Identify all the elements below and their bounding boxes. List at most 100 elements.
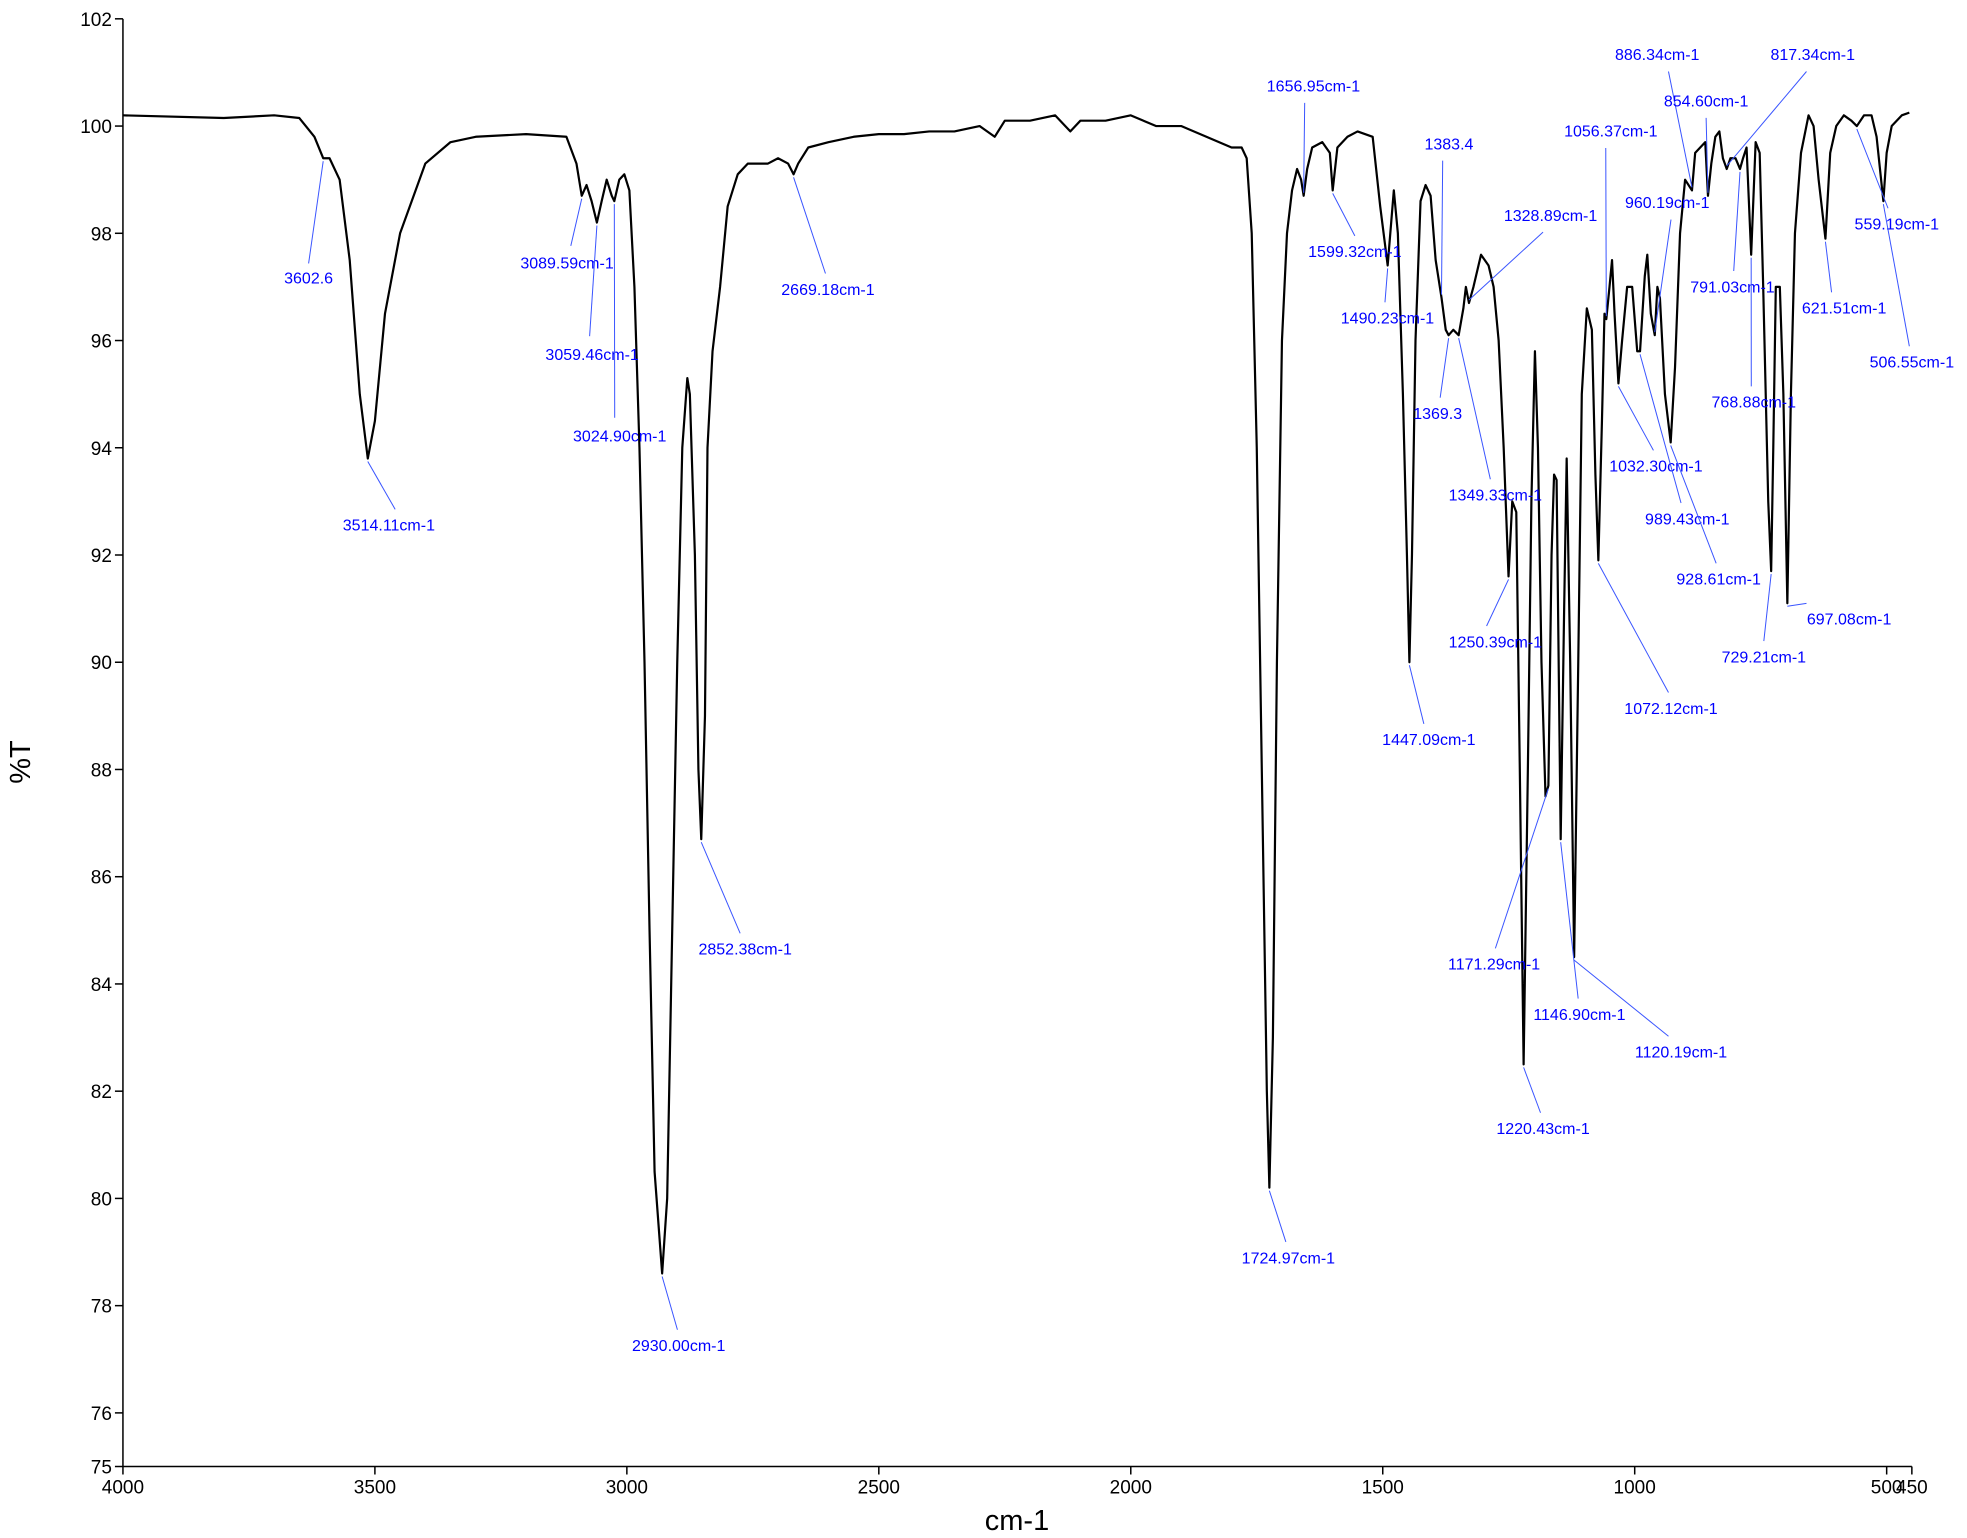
y-tick-label: 100 (80, 117, 112, 138)
peak-leader (1617, 386, 1654, 451)
y-tick-label: 98 (91, 224, 112, 245)
peak-leader (1573, 959, 1669, 1037)
y-tick-label: 94 (91, 439, 113, 460)
peak-leader (1787, 602, 1807, 607)
peak-label: 506.55cm-1 (1870, 355, 1955, 372)
peak-leader (1303, 102, 1306, 193)
x-tick-label: 3500 (354, 1478, 396, 1499)
peak-label: 1072.12cm-1 (1624, 701, 1717, 718)
y-tick-label: 90 (91, 653, 112, 674)
y-tick-label: 80 (91, 1189, 112, 1210)
y-tick-label: 86 (91, 868, 112, 889)
peak-label: 1447.09cm-1 (1382, 732, 1475, 749)
peak-leader (1384, 268, 1389, 303)
peak-label: 854.60cm-1 (1664, 94, 1749, 111)
y-axis-label: %T (5, 740, 37, 784)
x-tick-label: 4000 (102, 1478, 144, 1499)
peak-leader (1486, 579, 1509, 627)
y-tick-label: 96 (91, 332, 112, 353)
peak-label: 791.03cm-1 (1690, 279, 1775, 296)
peak-label: 3602.6 (284, 271, 333, 288)
peak-label: 559.19cm-1 (1855, 217, 1940, 234)
peak-leader (1670, 445, 1717, 564)
x-tick-label: 450 (1896, 1478, 1928, 1499)
peak-label: 1146.90cm-1 (1533, 1007, 1625, 1024)
peak-leader (1667, 71, 1693, 188)
peak-label: 2852.38cm-1 (698, 942, 791, 959)
x-tick-label: 2000 (1110, 1478, 1152, 1499)
peak-label: 2669.18cm-1 (781, 282, 874, 299)
y-tick-label: 84 (91, 975, 113, 996)
peak-label: 1171.29cm-1 (1448, 957, 1540, 974)
peak-leader (1882, 204, 1910, 347)
peak-leader (1560, 842, 1579, 999)
peak-label: 1383.4 (1424, 136, 1473, 153)
peak-label: 1250.39cm-1 (1449, 634, 1542, 651)
peak-label: 1656.95cm-1 (1267, 79, 1360, 96)
y-tick-label: 82 (91, 1082, 112, 1103)
peak-leader (1408, 665, 1425, 724)
peak-label: 1599.32cm-1 (1308, 244, 1401, 261)
peak-label: 3024.90cm-1 (573, 429, 666, 446)
peak-label: 1349.33cm-1 (1449, 488, 1542, 505)
peak-label: 729.21cm-1 (1722, 649, 1807, 666)
peak-leader (1440, 160, 1444, 295)
x-tick-label: 2500 (858, 1478, 900, 1499)
peak-leader (1523, 1067, 1541, 1113)
peak-label: 1369.3 (1413, 406, 1462, 423)
peak-leader (1654, 219, 1672, 333)
peak-leader (661, 1276, 678, 1330)
peak-leader (1332, 193, 1356, 237)
peak-leader (1726, 71, 1807, 167)
peak-leader (1856, 128, 1889, 209)
peak-label: 1120.19cm-1 (1635, 1045, 1727, 1062)
peak-label: 1056.37cm-1 (1564, 124, 1657, 141)
peak-label: 697.08cm-1 (1807, 612, 1892, 629)
peak-leader (1605, 148, 1607, 317)
peak-leader (1705, 117, 1709, 193)
peak-leader (1824, 241, 1833, 293)
peak-label: 960.19cm-1 (1625, 195, 1710, 212)
peak-label: 3059.46cm-1 (545, 347, 638, 364)
y-tick-label: 92 (91, 546, 112, 567)
peak-leader (1458, 338, 1491, 480)
peak-label: 989.43cm-1 (1645, 511, 1730, 528)
peak-leader (589, 225, 598, 337)
peak-label: 2930.00cm-1 (632, 1338, 725, 1355)
peak-label: 3089.59cm-1 (520, 255, 613, 272)
y-tick-label: 78 (91, 1297, 112, 1318)
peak-leader (1763, 574, 1772, 642)
peak-leader (1494, 788, 1549, 949)
x-tick-label: 500 (1871, 1478, 1903, 1499)
peak-label: 3514.11cm-1 (343, 518, 435, 535)
peak-label: 1490.23cm-1 (1341, 311, 1434, 328)
peak-label: 621.51cm-1 (1802, 301, 1887, 318)
x-axis-label: cm-1 (985, 1505, 1049, 1537)
peak-leader (793, 177, 826, 274)
peak-leader (570, 198, 583, 246)
peak-leader (1733, 171, 1741, 272)
x-tick-label: 1000 (1614, 1478, 1656, 1499)
peak-leader (1468, 231, 1544, 301)
peak-label: 1724.97cm-1 (1242, 1250, 1335, 1267)
peak-leader (367, 461, 396, 510)
x-tick-label: 3000 (606, 1478, 648, 1499)
peak-leader (700, 841, 741, 934)
peak-label: 817.34cm-1 (1771, 47, 1856, 64)
y-tick-label: 88 (91, 760, 112, 781)
peak-leader (1597, 563, 1669, 693)
y-tick-label: 102 (80, 10, 112, 31)
peak-leader (308, 161, 324, 264)
peak-leader (1439, 338, 1450, 398)
peak-label: 1328.89cm-1 (1504, 208, 1597, 225)
peak-leader (1268, 1190, 1287, 1243)
peak-label: 928.61cm-1 (1676, 572, 1761, 589)
peak-label: 1032.30cm-1 (1609, 459, 1702, 476)
peak-label: 886.34cm-1 (1615, 47, 1700, 64)
peak-label: 768.88cm-1 (1712, 395, 1797, 412)
spectrum-line (122, 111, 1910, 1275)
peak-label: 1220.43cm-1 (1496, 1121, 1589, 1138)
peak-leader (1639, 354, 1682, 504)
